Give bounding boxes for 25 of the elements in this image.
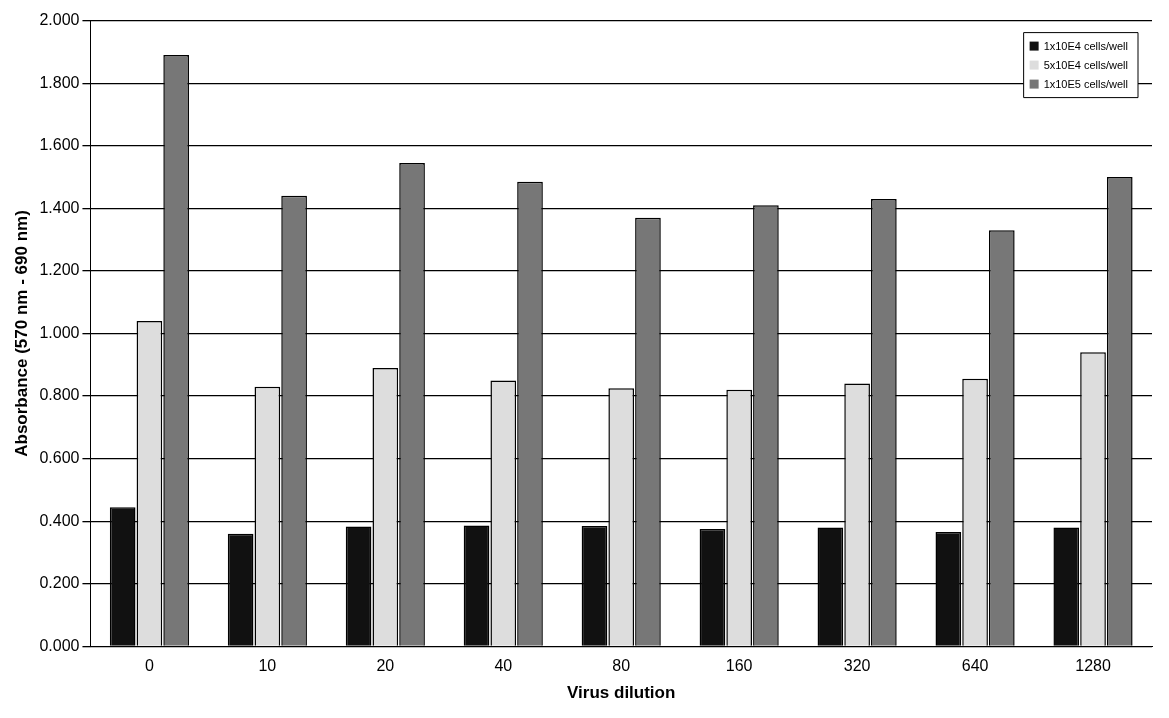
legend-label: 5x10E4 cells/well	[1043, 58, 1128, 71]
y-tick-label: 0.000	[39, 636, 80, 654]
y-tick-label: 2.000	[39, 11, 80, 29]
x-tick-label: 10	[258, 657, 277, 675]
x-tick-label: 80	[612, 657, 631, 675]
y-tick-label: 1.400	[39, 198, 80, 216]
x-tick-label: 320	[843, 657, 871, 675]
y-axis-title: Absorbance (570 nm - 690 nm)	[11, 210, 31, 457]
x-tick-label: 0	[144, 657, 154, 675]
y-tick-label: 0.600	[39, 449, 80, 467]
x-tick-label: 640	[961, 657, 989, 675]
x-tick-label: 160	[725, 657, 753, 675]
y-tick-label: 0.400	[39, 511, 80, 529]
legend-label: 1x10E4 cells/well	[1043, 39, 1128, 52]
y-tick-label: 0.800	[39, 386, 80, 404]
x-tick-label: 20	[376, 657, 395, 675]
x-axis-title: Virus dilution	[567, 683, 676, 703]
y-tick-label: 1.200	[39, 261, 80, 279]
x-tick-label: 1280	[1075, 657, 1111, 675]
legend-label: 1x10E5 cells/well	[1043, 77, 1128, 90]
x-tick-label: 40	[494, 657, 513, 675]
y-tick-label: 1.000	[39, 323, 80, 341]
y-tick-label: 0.200	[39, 574, 80, 592]
y-tick-label: 1.600	[39, 136, 80, 154]
y-tick-label: 1.800	[39, 73, 80, 91]
